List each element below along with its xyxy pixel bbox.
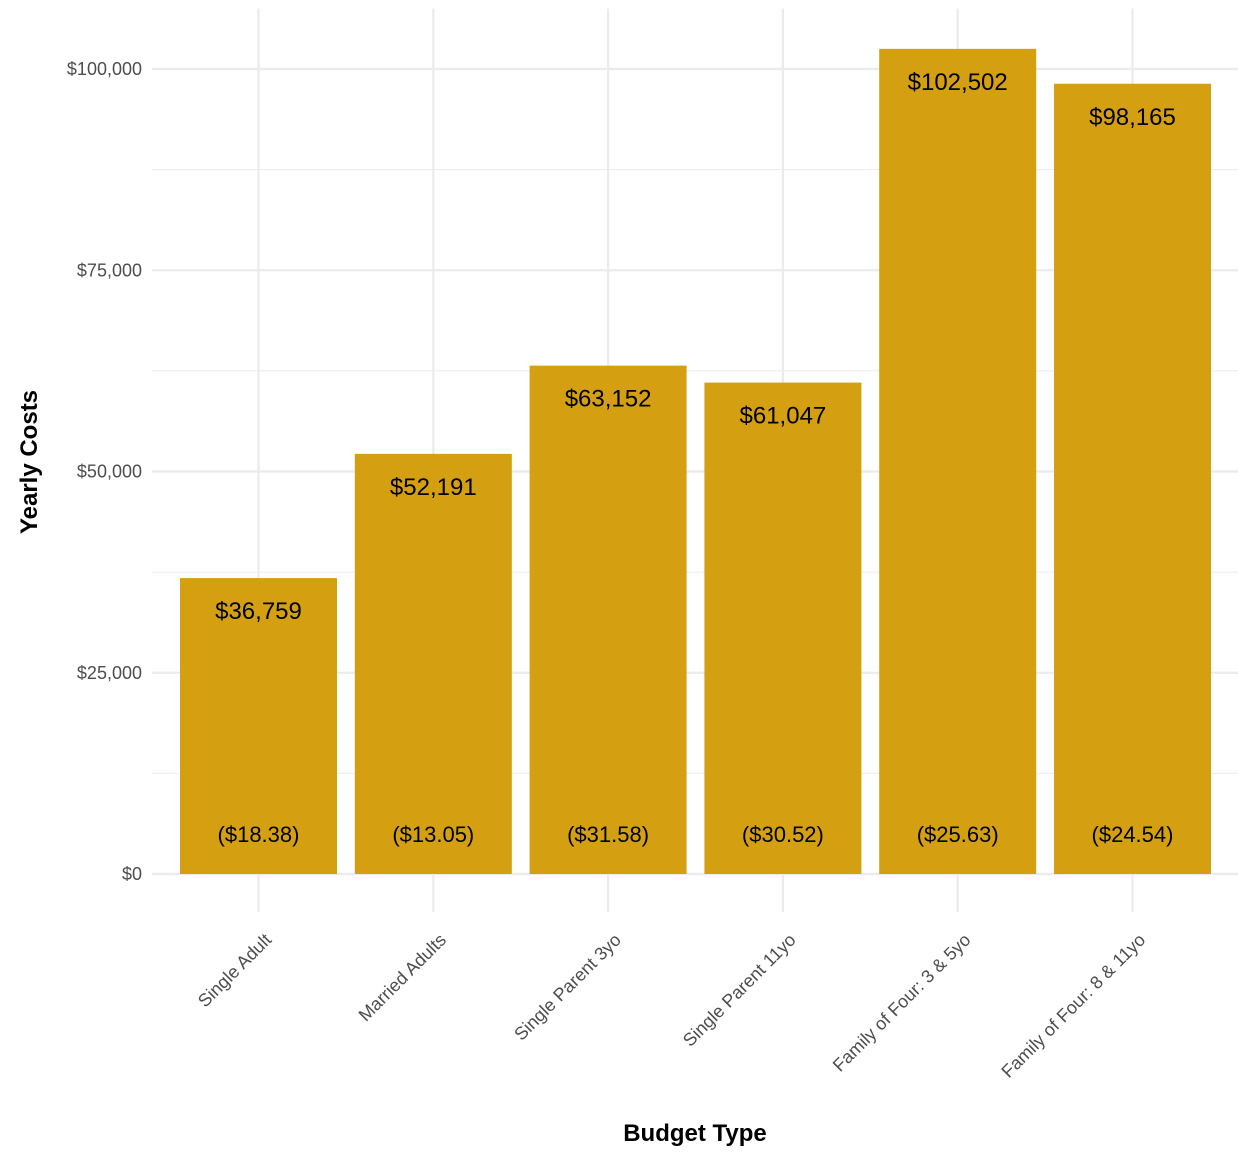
bar <box>354 453 512 874</box>
bar <box>1054 83 1211 875</box>
x-tick-label: Single Parent 11yo <box>679 930 800 1051</box>
y-tick-label: $25,000 <box>77 663 142 683</box>
x-tick-label: Family of Four: 8 & 11yo <box>997 930 1149 1082</box>
x-tick-label: Single Adult <box>194 930 275 1011</box>
bars: $36,759 ($18.38) $52,191 ($13.05) $63,152 ($3… <box>180 48 1211 875</box>
bar-sub-label: ($13.05) <box>392 822 474 847</box>
bar-sub-label: ($30.52) <box>742 822 824 847</box>
y-tick-label: $50,000 <box>77 462 142 482</box>
bar-value-label: $52,191 <box>390 474 477 501</box>
bar-sub-label: ($31.58) <box>567 822 649 847</box>
bar-sub-label: ($24.54) <box>1092 822 1174 847</box>
bar-value-label: $98,165 <box>1089 104 1176 131</box>
y-tick-label: $75,000 <box>77 260 142 280</box>
bar-sub-label: ($25.63) <box>917 822 999 847</box>
y-axis-title: Yearly Costs <box>16 390 43 534</box>
x-tick-label: Family of Four: 3 & 5yo <box>829 930 975 1076</box>
x-tick-label: Single Parent 3yo <box>510 930 625 1045</box>
bar <box>879 48 1037 875</box>
y-axis-ticks: $0 $25,000 $50,000 $75,000 $100,000 <box>67 59 142 884</box>
bar-value-label: $63,152 <box>565 386 652 413</box>
bar <box>529 365 687 874</box>
bar-value-label: $36,759 <box>215 598 302 625</box>
bar-value-label: $61,047 <box>740 403 827 430</box>
x-axis-ticks: Single Adult Married Adults Single Parent … <box>194 930 1149 1082</box>
bar-sub-label: ($18.38) <box>218 822 300 847</box>
bar <box>180 578 337 874</box>
x-tick-label: Married Adults <box>355 930 451 1026</box>
x-axis-title: Budget Type <box>623 1120 767 1147</box>
y-tick-label: $0 <box>122 864 142 884</box>
bar-value-label: $102,502 <box>908 69 1008 96</box>
bar <box>704 382 862 874</box>
y-tick-label: $100,000 <box>67 59 142 79</box>
